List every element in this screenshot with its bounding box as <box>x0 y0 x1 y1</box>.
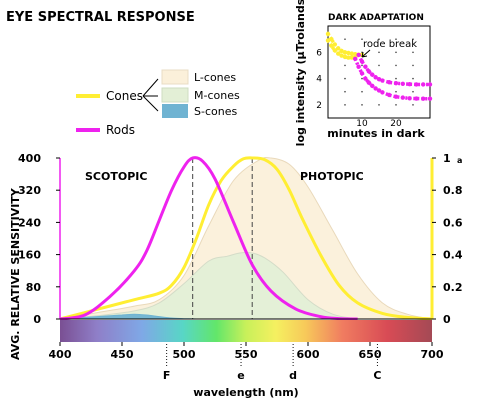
x-tick-label: 600 <box>297 348 320 361</box>
legend-bracket <box>142 78 159 112</box>
inset-x-tick-label: 20 <box>390 119 402 129</box>
inset-grid-dot <box>361 104 363 106</box>
main-plot-axes: 0 80 160 240 320 400 0 0.2 0.4 0.6 0.8 1 400 450 500 55… <box>18 152 463 382</box>
rods-curve <box>59 156 358 321</box>
marker-label-F: F <box>163 369 171 382</box>
x-tick-label: 650 <box>359 348 382 361</box>
marker-label-e: e <box>237 369 244 382</box>
inset-grid-dot <box>412 38 414 40</box>
inset-grid-dot <box>412 77 414 80</box>
legend-m-cones-label: M-cones <box>194 89 240 102</box>
left-y-tick-label: 0 <box>33 313 41 326</box>
inset-curve <box>326 32 363 57</box>
x-tick-label: 400 <box>49 348 72 361</box>
x-axis-title: wavelength (nm) <box>193 386 298 399</box>
legend-cones-label: Cones <box>106 89 143 103</box>
right-y-tick-label: 0.4 <box>443 249 463 262</box>
inset-grid-dot <box>412 104 414 106</box>
inset-x-tick-label: 10 <box>356 119 368 129</box>
inset-grid-dot <box>344 64 346 67</box>
left-y-tick-label: 80 <box>26 281 42 294</box>
inset-y-tick-label: 4 <box>316 75 322 85</box>
inset-grid-dot <box>344 38 346 40</box>
main-chart-title: EYE SPECTRAL RESPONSE <box>6 10 195 25</box>
inset-annotation-arrow <box>361 49 371 58</box>
right-y-tick-label: 1 <box>443 152 451 165</box>
left-y-tick-label: 320 <box>18 184 41 197</box>
legend-s-cones-label: S-cones <box>194 105 237 118</box>
visible-spectrum-bar <box>60 320 432 342</box>
inset-grid-dot <box>361 38 363 40</box>
photopic-label: PHOTOPIC <box>300 170 364 183</box>
legend-l-cones-swatch <box>161 69 189 85</box>
inset-grid-dot <box>395 38 397 40</box>
right-y-tick-label: 0.2 <box>443 281 463 294</box>
inset-grid-dot <box>361 64 363 67</box>
inset-curve <box>357 54 430 87</box>
left-axis-title: AVG. RELATIVE SENSITIVITY <box>9 187 22 360</box>
marker-label-C: C <box>373 369 381 382</box>
inset-frame <box>327 25 431 119</box>
inset-grid-dot <box>344 104 346 106</box>
inset-y-tick-label: 2 <box>316 101 322 111</box>
x-tick-label: 550 <box>235 348 258 361</box>
inset-grid-dot <box>395 51 397 54</box>
inset-annotation: rode break <box>363 39 417 50</box>
inset-grid-dot <box>344 90 346 93</box>
inset-title: DARK ADAPTATION <box>328 13 424 23</box>
legend: Cones L-cones M-cones S-cones Rods <box>76 69 240 137</box>
inset-grid-dot <box>395 104 397 106</box>
s-cones-area <box>59 313 197 320</box>
right-axis-superscript: a <box>457 156 462 165</box>
scotopic-label: SCOTOPIC <box>85 170 147 183</box>
inset-grid-dot <box>361 77 363 80</box>
inset-grid-dot <box>412 51 414 54</box>
left-y-tick-label: 240 <box>18 216 41 229</box>
cones-curve <box>59 156 433 321</box>
inset-x-axis-title: minutes in dark <box>327 127 425 140</box>
inset-grid-dot <box>395 77 397 80</box>
inset-grid-dot <box>378 104 380 106</box>
legend-m-cones-swatch <box>161 87 189 103</box>
l-cones-area <box>59 156 433 320</box>
left-y-tick-label: 400 <box>18 152 41 165</box>
inset-grid-dot <box>361 90 363 93</box>
x-tick-label: 700 <box>421 348 444 361</box>
inset-grid-dot <box>378 64 380 67</box>
x-tick-label: 450 <box>111 348 134 361</box>
inset-grid-dot <box>395 64 397 67</box>
main-plot-lines <box>59 156 433 321</box>
inset-point <box>427 82 433 87</box>
inset-grid-dot <box>412 64 414 67</box>
inset-grid-dot <box>344 77 346 80</box>
legend-rods-label: Rods <box>106 123 135 137</box>
right-y-tick-label: 0 <box>443 313 451 326</box>
legend-l-cones-label: L-cones <box>194 71 236 84</box>
legend-s-cones-swatch <box>162 104 188 118</box>
x-tick-label: 500 <box>173 348 196 361</box>
right-y-tick-label: 0.8 <box>443 184 463 197</box>
left-y-tick-label: 160 <box>18 249 41 262</box>
dark-adaptation-inset: 10 20 2 4 6 <box>316 25 433 129</box>
right-y-tick-label: 0.6 <box>443 216 463 229</box>
inset-grid-dot <box>378 51 380 54</box>
inset-y-tick-label: 6 <box>316 48 322 58</box>
inset-y-axis-title: log intensity (μTrolands) <box>294 0 307 146</box>
inset-grid-dot <box>378 38 380 40</box>
inset-grid-dot <box>395 90 397 93</box>
marker-label-d: d <box>289 369 297 382</box>
inset-grid-dot <box>412 90 414 93</box>
inset-curve <box>326 39 356 60</box>
